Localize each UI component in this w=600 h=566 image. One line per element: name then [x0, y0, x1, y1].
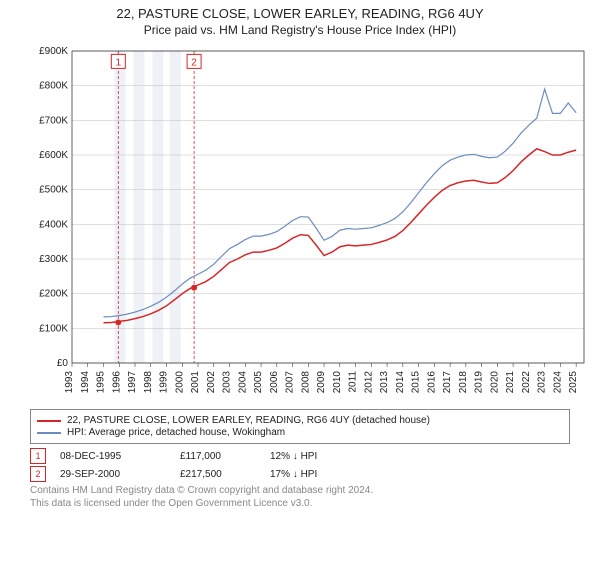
svg-text:2012: 2012 [363, 371, 374, 394]
svg-text:2000: 2000 [174, 371, 185, 394]
svg-text:1999: 1999 [159, 371, 170, 394]
footer-line-2: This data is licensed under the Open Gov… [30, 497, 570, 510]
svg-text:2005: 2005 [253, 371, 264, 394]
svg-text:2008: 2008 [300, 371, 311, 394]
svg-text:2024: 2024 [552, 371, 563, 394]
svg-text:1994: 1994 [80, 371, 91, 394]
chart-subtitle: Price paid vs. HM Land Registry's House … [0, 23, 600, 37]
data-row-marker: 1 [30, 448, 46, 464]
svg-text:2016: 2016 [426, 371, 437, 394]
svg-text:1995: 1995 [96, 371, 107, 394]
legend-label: HPI: Average price, detached house, Woki… [67, 427, 285, 438]
data-row: 1 08-DEC-1995£117,00012% ↓ HPI [30, 448, 570, 464]
svg-text:2022: 2022 [521, 371, 532, 394]
svg-text:2018: 2018 [458, 371, 469, 394]
svg-text:2013: 2013 [379, 371, 390, 394]
svg-text:2023: 2023 [537, 371, 548, 394]
svg-text:2019: 2019 [474, 371, 485, 394]
chart-legend: 22, PASTURE CLOSE, LOWER EARLEY, READING… [30, 409, 570, 444]
svg-text:2: 2 [191, 57, 197, 68]
svg-text:2010: 2010 [332, 371, 343, 394]
svg-text:£700K: £700K [39, 115, 68, 126]
data-row-delta: 17% ↓ HPI [270, 469, 360, 480]
svg-text:2021: 2021 [505, 371, 516, 394]
data-row-marker: 2 [30, 466, 46, 482]
svg-text:2002: 2002 [206, 371, 217, 394]
svg-text:2006: 2006 [269, 371, 280, 394]
legend-item: 22, PASTURE CLOSE, LOWER EARLEY, READING… [37, 415, 563, 426]
chart-plot-area: £0 £100K £200K £300K £400K £500K £600K £700K £80… [32, 43, 592, 403]
chart-title: 22, PASTURE CLOSE, LOWER EARLEY, READING… [0, 6, 600, 21]
svg-text:£0: £0 [57, 358, 69, 369]
svg-text:1: 1 [116, 57, 122, 68]
svg-text:2017: 2017 [442, 371, 453, 394]
svg-text:£800K: £800K [39, 81, 68, 92]
svg-text:£400K: £400K [39, 219, 68, 230]
legend-item: HPI: Average price, detached house, Woki… [37, 427, 563, 438]
svg-text:1993: 1993 [64, 371, 75, 394]
svg-text:2003: 2003 [222, 371, 233, 394]
svg-text:2001: 2001 [190, 371, 201, 394]
svg-text:2009: 2009 [316, 371, 327, 394]
svg-text:£300K: £300K [39, 254, 68, 265]
svg-text:1998: 1998 [143, 371, 154, 394]
line-chart-svg: £0 £100K £200K £300K £400K £500K £600K £700K £80… [32, 43, 592, 403]
data-row-price: £217,500 [180, 469, 270, 480]
svg-text:£900K: £900K [39, 46, 68, 57]
svg-text:2007: 2007 [285, 371, 296, 394]
data-row-price: £117,000 [180, 451, 270, 462]
data-row: 2 29-SEP-2000£217,50017% ↓ HPI [30, 466, 570, 482]
svg-text:2020: 2020 [489, 371, 500, 394]
svg-text:1996: 1996 [111, 371, 122, 394]
legend-swatch [37, 420, 61, 422]
data-row-delta: 12% ↓ HPI [270, 451, 360, 462]
legend-label: 22, PASTURE CLOSE, LOWER EARLEY, READING… [67, 415, 430, 426]
svg-text:1997: 1997 [127, 371, 138, 394]
chart-container: 22, PASTURE CLOSE, LOWER EARLEY, READING… [0, 6, 600, 566]
svg-text:2004: 2004 [237, 371, 248, 394]
svg-text:2015: 2015 [411, 371, 422, 394]
data-row-date: 08-DEC-1995 [60, 451, 180, 462]
svg-text:£100K: £100K [39, 323, 68, 334]
legend-swatch [37, 432, 61, 434]
data-row-date: 29-SEP-2000 [60, 469, 180, 480]
data-point-table: 1 08-DEC-1995£117,00012% ↓ HPI 2 29-SEP-200… [30, 448, 570, 482]
chart-footer: Contains HM Land Registry data © Crown c… [30, 484, 570, 510]
svg-text:2025: 2025 [568, 371, 579, 394]
svg-text:£600K: £600K [39, 150, 68, 161]
svg-text:2011: 2011 [348, 371, 359, 393]
svg-text:2014: 2014 [395, 371, 406, 394]
footer-line-1: Contains HM Land Registry data © Crown c… [30, 484, 570, 497]
svg-text:£200K: £200K [39, 289, 68, 300]
svg-text:£500K: £500K [39, 185, 68, 196]
